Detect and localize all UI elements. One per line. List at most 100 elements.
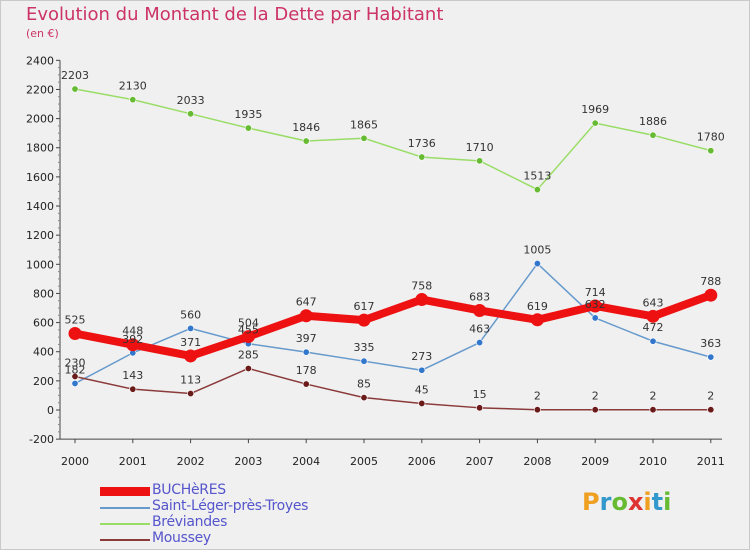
data-label: 178 (296, 364, 317, 377)
data-point (530, 313, 544, 327)
series-line (74, 88, 712, 191)
data-point (357, 313, 371, 327)
data-label: 335 (354, 341, 375, 354)
data-point (302, 380, 310, 388)
data-label: 788 (700, 275, 721, 288)
data-point (184, 349, 198, 363)
y-tick-label: 1600 (26, 171, 54, 184)
data-label: 143 (122, 369, 143, 382)
data-label: 1513 (523, 170, 551, 183)
data-label: 2130 (119, 80, 147, 93)
y-tick-label: 1200 (26, 229, 54, 242)
x-tick-label: 2000 (61, 455, 89, 468)
data-point (649, 131, 657, 139)
data-label: 392 (122, 333, 143, 346)
series-line (71, 291, 715, 360)
data-label: 632 (585, 298, 606, 311)
legend-swatch-breviandes (100, 523, 150, 525)
x-tick-label: 2010 (639, 455, 667, 468)
proxiti-logo: Proxiti (582, 488, 671, 516)
data-label: 504 (238, 317, 259, 330)
data-label: 647 (296, 296, 317, 309)
data-label: 85 (357, 378, 371, 391)
y-tick-label: 1800 (26, 142, 54, 155)
legend-label-moussey: Moussey (152, 530, 211, 546)
legend-swatch-moussey (100, 539, 150, 541)
data-label: 455 (238, 324, 259, 337)
logo-letter: x (627, 488, 644, 516)
data-label: 1736 (408, 137, 436, 150)
data-point (707, 353, 715, 361)
x-tick-label: 2001 (119, 455, 147, 468)
data-point (418, 399, 426, 407)
data-point (71, 85, 79, 93)
data-point (591, 406, 599, 414)
data-point (476, 157, 484, 165)
data-point (360, 357, 368, 365)
data-label: 45 (415, 383, 429, 396)
data-point (646, 309, 660, 323)
series-line (74, 262, 712, 385)
data-label: 2 (592, 390, 599, 403)
data-label: 1780 (697, 131, 725, 144)
x-tick-label: 2009 (581, 455, 609, 468)
data-point (129, 96, 137, 104)
data-label: 230 (65, 356, 86, 369)
data-point (476, 404, 484, 412)
data-label: 472 (643, 321, 664, 334)
data-point (704, 288, 718, 302)
x-tick-label: 2007 (466, 455, 494, 468)
x-tick-label: 2006 (408, 455, 436, 468)
data-label: 182 (65, 363, 86, 376)
data-point (302, 348, 310, 356)
data-point (649, 406, 657, 414)
data-label: 1935 (234, 108, 262, 121)
logo-letter: i (643, 488, 652, 516)
data-label: 619 (527, 300, 548, 313)
legend-item-saint-leger: Saint-Léger-près-Troyes (100, 498, 400, 516)
data-label: 1846 (292, 121, 320, 134)
data-label: 1969 (581, 103, 609, 116)
data-point (476, 339, 484, 347)
data-label: 448 (122, 325, 143, 338)
chart-title: Evolution du Montant de la Dette par Hab… (26, 4, 444, 25)
data-point (591, 119, 599, 127)
data-point (533, 186, 541, 194)
data-label: 560 (180, 308, 201, 321)
data-point (649, 337, 657, 345)
x-tick-label: 2011 (697, 455, 725, 468)
legend-label-bucheres: BUCHèRES (152, 482, 226, 498)
data-point (360, 394, 368, 402)
data-point (415, 293, 429, 307)
data-label: 2 (650, 390, 657, 403)
data-label: 2203 (61, 69, 89, 82)
data-point (241, 330, 255, 344)
data-point (187, 110, 195, 118)
logo-letter: i (663, 488, 672, 516)
x-tick-label: 2005 (350, 455, 378, 468)
data-point (533, 406, 541, 414)
y-tick-label: 2000 (26, 113, 54, 126)
data-label: 617 (354, 300, 375, 313)
legend-label-breviandes: Bréviandes (152, 514, 228, 530)
data-point (707, 406, 715, 414)
data-point (533, 260, 541, 268)
data-point (126, 338, 140, 352)
x-tick-label: 2004 (292, 455, 320, 468)
data-label: 1865 (350, 118, 378, 131)
data-label: 463 (469, 323, 490, 336)
data-point (68, 327, 82, 341)
data-point (473, 303, 487, 317)
legend-swatch-bucheres (100, 487, 150, 496)
data-label: 643 (643, 296, 664, 309)
data-label: 397 (296, 332, 317, 345)
data-point (591, 314, 599, 322)
data-point (244, 364, 252, 372)
data-label: 2033 (177, 94, 205, 107)
data-point (418, 153, 426, 161)
y-tick-label: 1400 (26, 200, 54, 213)
y-tick-label: 1000 (26, 258, 54, 271)
data-label: 683 (469, 290, 490, 303)
logo-letter: P (582, 488, 600, 516)
